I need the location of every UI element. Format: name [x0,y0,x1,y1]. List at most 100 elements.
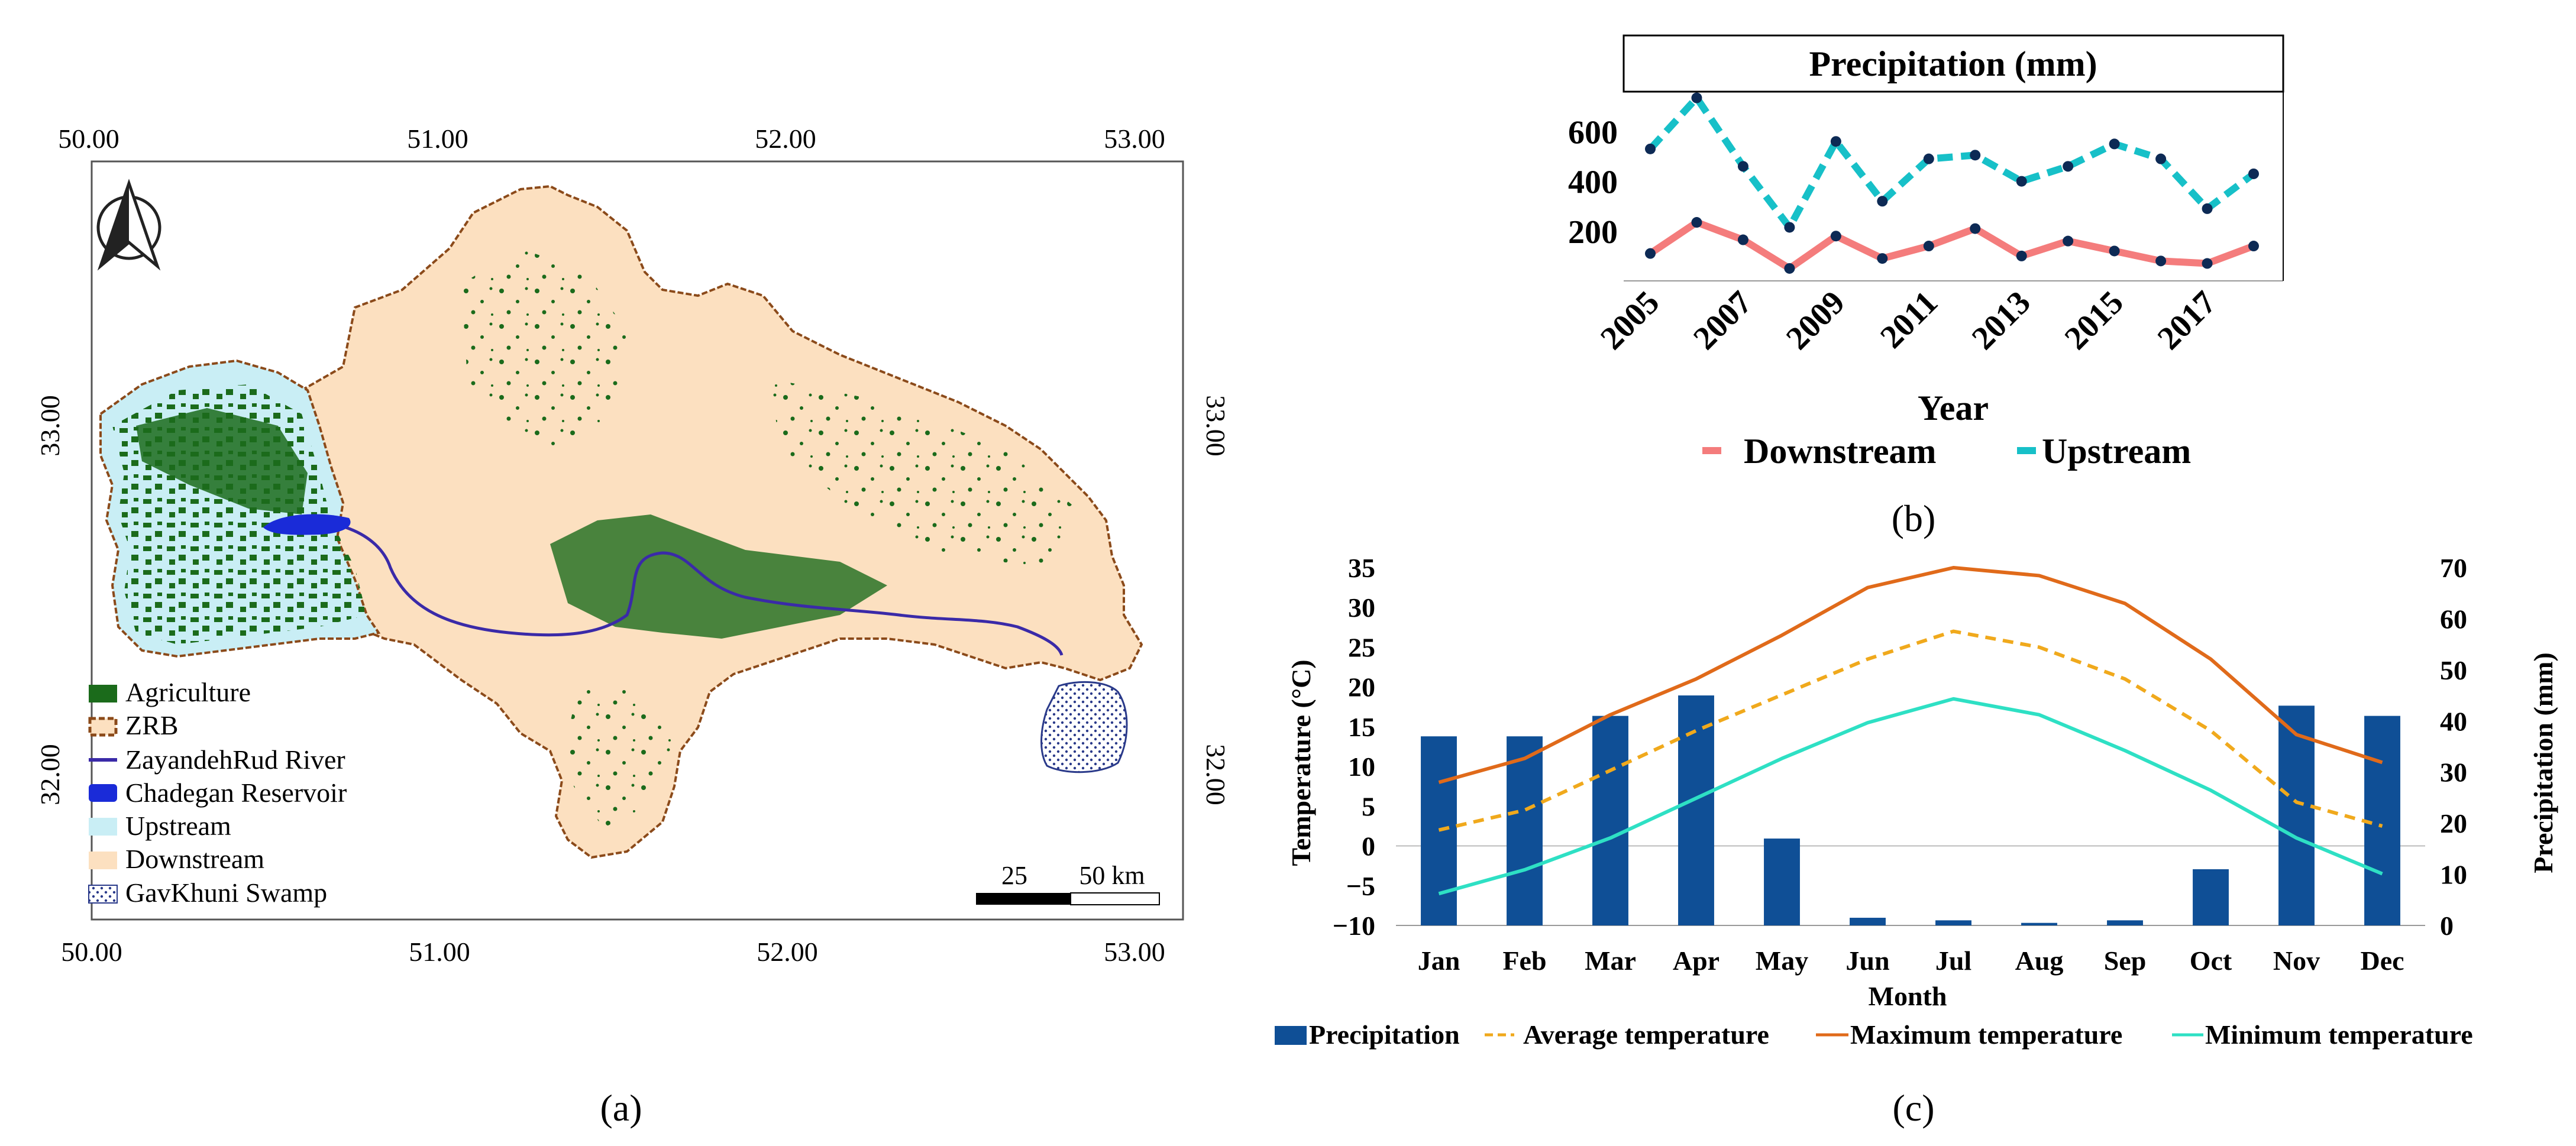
chart-b-point-upstream [2063,161,2074,172]
legend-symbol-precipitation [1275,1026,1307,1045]
chart-b-point-upstream [1970,150,1981,161]
chart-b-ytick: 600 [1568,114,1618,151]
chart-c-y2tick: 10 [2440,860,2467,890]
chart-b-point-downstream [1645,248,1656,259]
caption-b: (b) [1892,497,1936,539]
chart-c-xtick: Sep [2104,946,2147,976]
chart-c-bar [1592,716,1628,925]
chart-c-ytick: 5 [1362,791,1375,821]
chart-b-xtick: 2015 [2058,284,2131,357]
chart-b-point-downstream [2155,255,2167,267]
chadegan-reservoir [263,514,351,535]
map-right-tick: 33.00 [1201,395,1231,457]
legend-symbol-reservoir [89,784,117,802]
chart-b-point-downstream [1830,231,1841,242]
chart-b-point-downstream [1923,241,1934,252]
agriculture-north [461,248,627,449]
chart-b-point-downstream [1737,234,1748,245]
map-top-tick: 50.00 [58,124,119,154]
legend-label-avg-temp: Average temperature [1523,1019,1769,1050]
agriculture-upstream-core [136,408,308,514]
legend-label-reservoir: Chadegan Reservoir [125,778,347,808]
chart-b-xtick: 2009 [1779,284,1852,357]
chart-c-line-minimum-temperature [1438,697,2383,896]
map-top-tick: 52.00 [755,124,816,154]
chart-b-point-upstream [1784,222,1795,233]
chart-c-y2tick: 30 [2440,757,2467,788]
legend-symbol-agriculture [89,685,117,703]
legend-label-max-temp: Maximum temperature [1850,1019,2122,1050]
chart-c-line-average-temperature [1438,629,2383,832]
chart-b-xtick: 2011 [1873,284,1945,355]
chart-b-point-upstream [2016,176,2027,187]
chart-b-legend: Downstream Upstream [1702,432,2191,471]
chart-b-xlabel: Year [1918,389,1989,428]
caption-a: (a) [600,1087,642,1129]
map-panel: 25 50 km 50.00 51.00 52.00 53.00 50.00 5… [35,124,1231,1129]
chart-b-title: Precipitation (mm) [1809,44,2097,83]
chart-c-ylabel: Temperature (°C) [1286,659,1316,866]
chart-b-point-downstream [1784,263,1795,274]
chart-c-bar [2107,920,2143,925]
chart-c-line-maximum-temperature [1438,566,2383,784]
chart-b-point-downstream [1877,253,1888,264]
map-left-tick: 33.00 [35,395,65,457]
chart-c-ytick: 0 [1362,831,1375,862]
map-bottom-tick: 51.00 [409,937,470,967]
chart-c-ytick: 35 [1348,553,1375,583]
chart-c-bar [2193,869,2229,925]
chart-c-ytick: −5 [1346,871,1375,901]
chart-b-point-upstream [1877,196,1888,207]
map-right-tick: 32.00 [1201,744,1231,805]
chart-b-title-box [1622,34,2284,93]
legend-label-min-temp: Minimum temperature [2205,1019,2473,1050]
chart-c-y2tick: 60 [2440,604,2467,634]
north-arrow-icon [96,179,161,271]
chart-b-point-upstream [1923,153,1934,164]
chart-b-point-upstream [1691,92,1702,103]
chart-b-point-downstream [2063,235,2074,247]
chart-c-bar [1421,736,1457,925]
chart-c-ytick: 30 [1348,593,1375,623]
chart-c-bar [2021,922,2057,925]
chart-b-point-upstream [1737,161,1748,172]
agriculture-east [769,378,1077,568]
map-bottom-tick: 52.00 [757,937,818,967]
chart-b-point-downstream [2109,245,2120,257]
legend-symbol-swamp [88,885,118,904]
chart-b-point-downstream [2202,258,2213,269]
chart-c-y2tick: 20 [2440,808,2467,839]
map-bottom-tick: 53.00 [1104,937,1165,967]
chart-b-point-upstream [1830,136,1841,147]
legend-symbol-upstream [89,818,117,836]
legend-label-upstream-b: Upstream [2042,432,2191,471]
chart-c-xtick: Mar [1585,946,1636,976]
chart-b-point-downstream [2016,250,2027,261]
map-top-tick: 51.00 [407,124,468,154]
scale-label-25: 25 [1001,861,1027,890]
chart-c-legend: Precipitation Average temperature Maximu… [1275,1019,2473,1050]
chart-b-point-upstream [2202,203,2213,214]
chart-c-xtick: Jun [1845,946,1889,976]
chart-c-bar [1678,695,1714,925]
chart-c-xtick: Jan [1418,946,1460,976]
chart-c-y2tick: 40 [2440,706,2467,736]
chart-c-xtick: Jul [1935,946,1971,976]
chart-c-y2tick: 70 [2440,553,2467,583]
scale-bar: 25 50 km [976,861,1160,905]
chart-c-ytick: −10 [1333,911,1375,941]
chart-c-xtick: Apr [1673,946,1720,976]
chart-c-ytick: 15 [1348,712,1375,742]
legend-symbol-zrb [88,717,118,737]
chart-b-ytick: 200 [1568,214,1618,251]
chart-c-xtick: Dec [2360,946,2404,976]
chart-b-series-line-downstream [1648,219,2255,272]
chart-c-xtick: Feb [1502,946,1546,976]
chart-b-point-downstream [1691,217,1702,228]
chart-c-xtick: Nov [2273,946,2320,976]
chart-c-y2tick: 0 [2440,911,2454,941]
zayandehrud-river [277,519,1064,656]
gavkhuni-swamp [1040,681,1128,773]
agriculture-central [550,514,887,639]
